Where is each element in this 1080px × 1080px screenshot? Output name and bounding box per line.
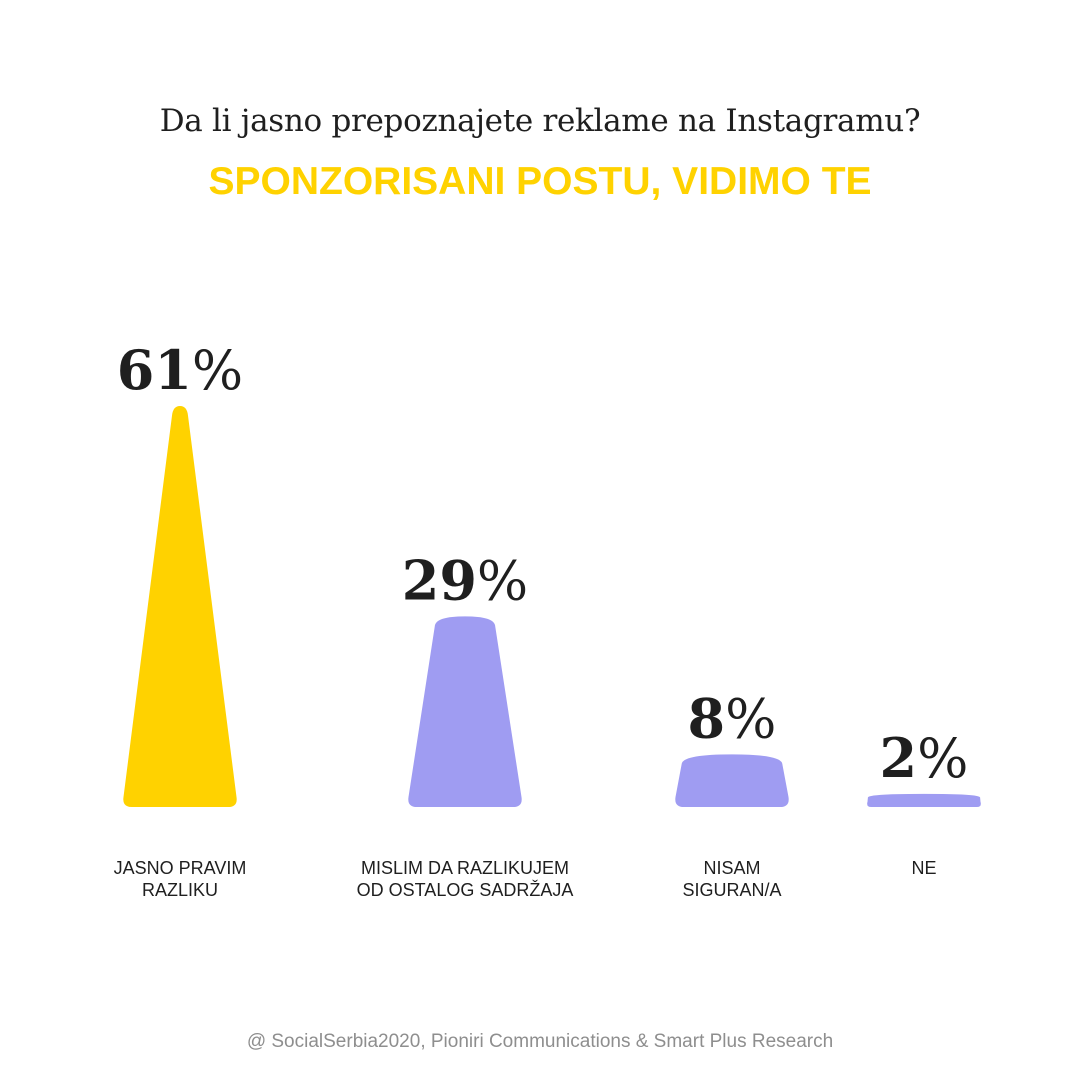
bar-2 xyxy=(408,616,522,807)
category-label-3: NISAM SIGURAN/A xyxy=(682,858,781,900)
value-label-1: 61% xyxy=(117,338,243,402)
source-footer: @ SocialSerbia2020, Pioniri Communicatio… xyxy=(246,1031,834,1052)
value-label-4: 2% xyxy=(880,726,969,790)
chart-headline: SPONZORISANI POSTU, VIDIMO TE xyxy=(208,160,872,203)
bar-1 xyxy=(123,406,237,807)
value-label-3: 8% xyxy=(688,686,777,750)
category-label-2: MISLIM DA RAZLIKUJEM OD OSTALOG SADRŽAJA xyxy=(357,858,574,900)
category-label-1: JASNO PRAVIM RAZLIKU xyxy=(114,858,247,900)
value-label-2: 29% xyxy=(402,548,528,612)
bar-3 xyxy=(675,754,789,807)
bar-4 xyxy=(867,793,981,807)
chart-question: Da li jasno prepoznajete reklame na Inst… xyxy=(159,103,921,139)
category-label-4: NE xyxy=(911,858,936,878)
